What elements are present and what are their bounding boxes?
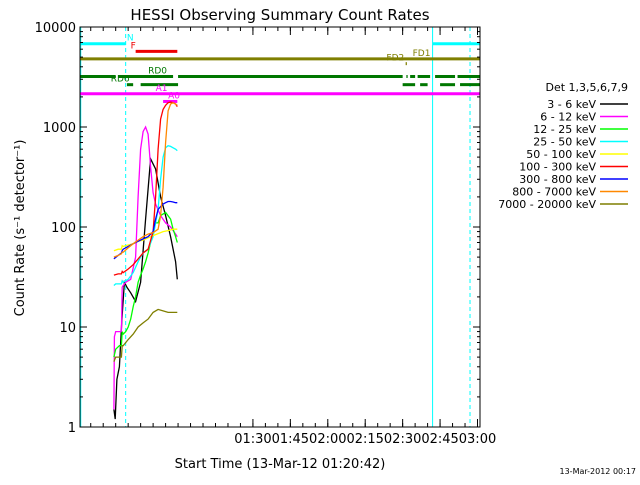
legend-label: 800 - 7000 keV [512, 186, 596, 199]
series-line-9 [113, 308, 178, 362]
legend-label: 3 - 6 keV [547, 98, 596, 111]
legend-label: 300 - 800 keV [519, 173, 596, 186]
y-tick-label: 1 [68, 421, 76, 436]
y-tick-label: 100 [51, 221, 76, 236]
y-tick-label: 10 [59, 321, 76, 336]
flag-label-n: N [127, 34, 134, 44]
chart-title: HESSI Observing Summary Count Rates [130, 6, 429, 24]
series-line-2 [113, 125, 178, 410]
y-tick-label: 10000 [35, 21, 76, 36]
x-tick-label: 02:15 [346, 432, 383, 447]
legend-label: 6 - 12 keV [540, 111, 596, 124]
flag-label-rd0: RD0 [148, 66, 167, 76]
series-line-8 [113, 101, 178, 258]
x-tick-label: 01:30 [234, 432, 271, 447]
legend-label: 50 - 100 keV [526, 148, 596, 161]
flag-label-rd6: RD6 [111, 75, 130, 85]
x-tick-label: 02:00 [309, 432, 346, 447]
x-axis-label: Start Time (13-Mar-12 01:20:42) [175, 457, 386, 472]
x-tick-label: 02:45 [421, 432, 458, 447]
legend-label: 12 - 25 keV [533, 123, 596, 136]
footer-date: 13-Mar-2012 00:17 [560, 467, 637, 476]
flag-label-a0: A0 [168, 91, 180, 101]
plot-frame [79, 26, 481, 428]
legend-label: 100 - 300 keV [519, 161, 596, 174]
legend-label: 25 - 50 keV [533, 136, 596, 149]
x-tick-label: 02:30 [384, 432, 421, 447]
legend-label: 7000 - 20000 keV [498, 198, 596, 211]
flag-label-fd1: FD1 [413, 49, 431, 59]
series-line-1 [113, 156, 178, 420]
series-line-3 [113, 211, 178, 358]
series-line-5 [113, 228, 178, 252]
y-tick-label: 1000 [43, 121, 76, 136]
y-axis-label: Count Rate (s⁻¹ detector⁻¹) [13, 140, 28, 317]
x-tick-label: 03:00 [459, 432, 496, 447]
flag-label-a1: A1 [156, 84, 168, 94]
flag-label-fd2: FD2 [386, 54, 404, 64]
flag-label-f: F [131, 41, 136, 51]
plot-content [80, 27, 480, 427]
series-line-7 [113, 200, 178, 260]
x-tick-label: 01:45 [272, 432, 309, 447]
legend-title: Det 1,3,5,6,7,9 [545, 81, 628, 94]
